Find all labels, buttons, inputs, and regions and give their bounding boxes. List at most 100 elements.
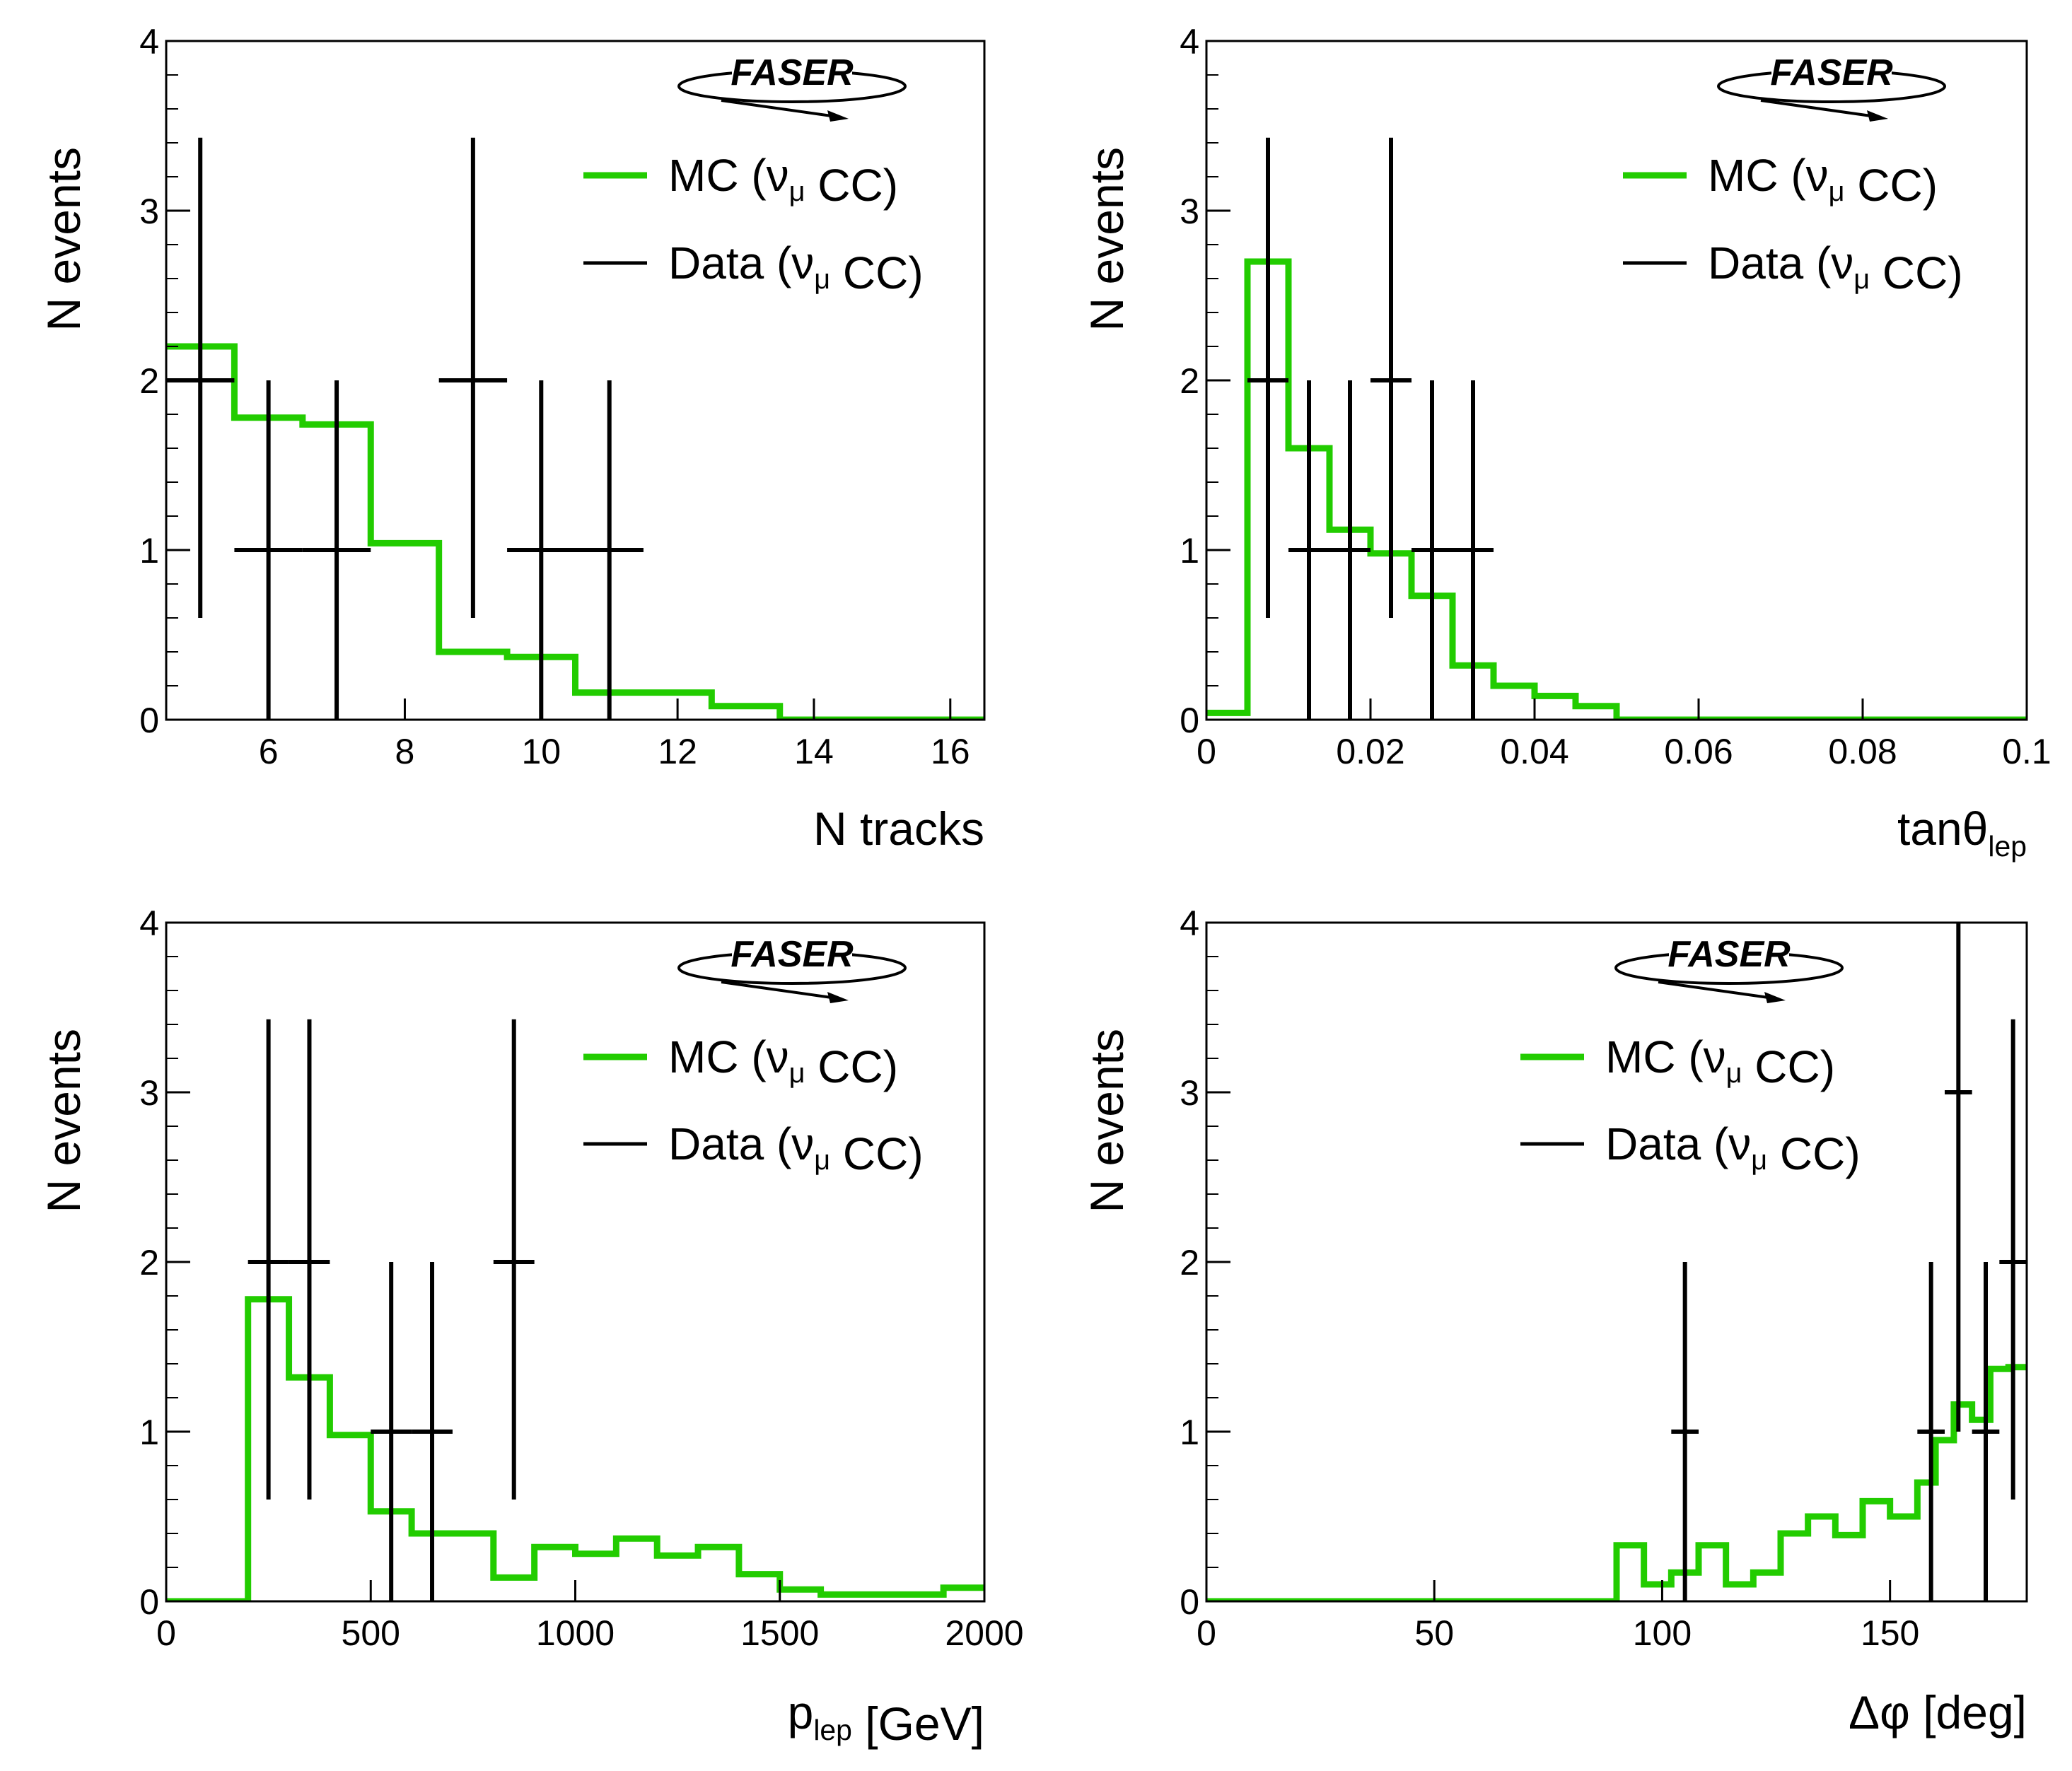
y-tick-label: 3 (139, 192, 159, 231)
y-tick-label: 3 (1180, 192, 1199, 231)
y-tick-label: 2 (139, 1243, 159, 1282)
x-tick-label: 0.1 (2002, 732, 2051, 771)
x-axis-title: tanθlep (1897, 802, 2027, 863)
panel-3: 0 1 2 3 4 0 500 1000 1500 2000 N events plep [GeV] F… (37, 904, 1024, 1750)
y-tick-label: 4 (139, 904, 159, 943)
y-tick-label: 2 (1180, 361, 1199, 401)
panel-2: 0 1 2 3 4 0 0.02 0.04 0.06 0.08 0.1 N events tanθlep… (1081, 22, 2051, 863)
y-axis-title: N events (1081, 1029, 1133, 1212)
x-tick-label: 12 (658, 732, 697, 771)
data-point (1945, 923, 1972, 1432)
plot-frame (1205, 40, 2028, 721)
x-tick-label: 16 (931, 732, 970, 771)
legend-data-label: Data (νμ CC) (1605, 1118, 1861, 1179)
y-tick-label: 4 (1180, 22, 1199, 62)
data-point (412, 1262, 453, 1601)
legend-mc-label: MC (νμ CC) (1708, 150, 1938, 211)
svg-text:FASER: FASER (1668, 934, 1791, 975)
faser-logo: FASER (1614, 934, 1844, 1003)
x-tick-label: 0.02 (1336, 732, 1404, 771)
x-tick-label: 1500 (740, 1613, 819, 1653)
y-tick-label: 2 (139, 361, 159, 401)
data-point (1671, 1262, 1699, 1601)
x-tick-label: 2000 (945, 1613, 1023, 1653)
x-tick-label: 150 (1861, 1613, 1919, 1653)
y-tick-label: 0 (1180, 1582, 1199, 1622)
data-point (289, 1019, 330, 1500)
y-axis-title: N events (1081, 147, 1133, 331)
legend: MC (νμ CC) Data (νμ CC) (583, 1031, 924, 1179)
mc-histogram (1206, 258, 2027, 720)
data-point (1288, 380, 1329, 720)
x-tick-label: 10 (521, 732, 561, 771)
y-tick-label: 1 (1180, 1413, 1199, 1452)
x-axis-title: N tracks (813, 802, 984, 855)
legend-data-label: Data (νμ CC) (1708, 238, 1963, 298)
data-point (1917, 1262, 1945, 1601)
x-axis-title: Δφ [deg] (1849, 1686, 2027, 1738)
data-point (507, 380, 576, 720)
x-tick-label: 0.08 (1828, 732, 1897, 771)
data-point (302, 380, 371, 720)
x-tick-label: 1000 (536, 1613, 615, 1653)
faser-logo: FASER (677, 52, 907, 122)
y-tick-label: 1 (139, 1413, 159, 1452)
mc-histogram (166, 1296, 984, 1601)
legend-mc-label: MC (νμ CC) (1605, 1031, 1835, 1092)
x-tick-label: 500 (342, 1613, 400, 1653)
svg-text:FASER: FASER (731, 52, 854, 93)
data-point (1329, 380, 1370, 720)
y-tick-label: 0 (139, 701, 159, 740)
data-point (248, 1019, 289, 1500)
legend-data-label: Data (νμ CC) (668, 1118, 924, 1179)
svg-text:FASER: FASER (1770, 52, 1893, 93)
x-tick-label: 0.04 (1500, 732, 1568, 771)
x-tick-label: 6 (259, 732, 279, 771)
y-tick-label: 4 (1180, 904, 1199, 943)
y-tick-label: 2 (1180, 1243, 1199, 1282)
faser-logo: FASER (1717, 52, 1946, 122)
y-tick-label: 0 (1180, 701, 1199, 740)
data-point (371, 1262, 412, 1601)
svg-text:FASER: FASER (731, 934, 854, 975)
x-tick-label: 0 (156, 1613, 176, 1653)
data-point (1999, 1019, 2027, 1500)
data-point (234, 380, 303, 720)
y-tick-label: 1 (1180, 531, 1199, 571)
legend: MC (νμ CC) Data (νμ CC) (583, 150, 924, 298)
legend-data-label: Data (νμ CC) (668, 238, 924, 298)
plot-frame (165, 40, 986, 721)
faser-logo: FASER (677, 934, 907, 1003)
x-tick-label: 8 (395, 732, 415, 771)
y-tick-label: 1 (139, 531, 159, 571)
data-point (575, 380, 644, 720)
data-point (1972, 1262, 2000, 1601)
y-tick-label: 3 (139, 1073, 159, 1113)
mc-histogram (166, 343, 984, 720)
data-point (1412, 380, 1453, 720)
x-tick-label: 14 (794, 732, 834, 771)
mc-histogram (1206, 1364, 2027, 1601)
y-tick-label: 3 (1180, 1073, 1199, 1113)
legend: MC (νμ CC) Data (νμ CC) (1520, 1031, 1861, 1179)
data-point (1453, 380, 1494, 720)
y-tick-label: 0 (139, 1582, 159, 1622)
x-tick-label: 0.06 (1664, 732, 1733, 771)
data-point (493, 1019, 535, 1500)
data-point (1370, 137, 1412, 618)
y-tick-label: 4 (139, 22, 159, 62)
y-axis-title: N events (37, 147, 90, 331)
panel-4: 0 1 2 3 4 0 50 100 150 N events Δφ [deg] FASER MC (ν… (1081, 904, 2028, 1738)
y-axis-title: N events (37, 1029, 90, 1212)
plot-frame (1205, 921, 2028, 1603)
legend-mc-label: MC (νμ CC) (668, 150, 898, 211)
legend: MC (νμ CC) Data (νμ CC) (1623, 150, 1963, 298)
data-point (1247, 137, 1288, 618)
legend-mc-label: MC (νμ CC) (668, 1031, 898, 1092)
x-tick-label: 0 (1197, 732, 1216, 771)
x-axis-title: plep [GeV] (788, 1686, 984, 1750)
x-tick-label: 0 (1197, 1613, 1216, 1653)
x-tick-label: 100 (1633, 1613, 1692, 1653)
